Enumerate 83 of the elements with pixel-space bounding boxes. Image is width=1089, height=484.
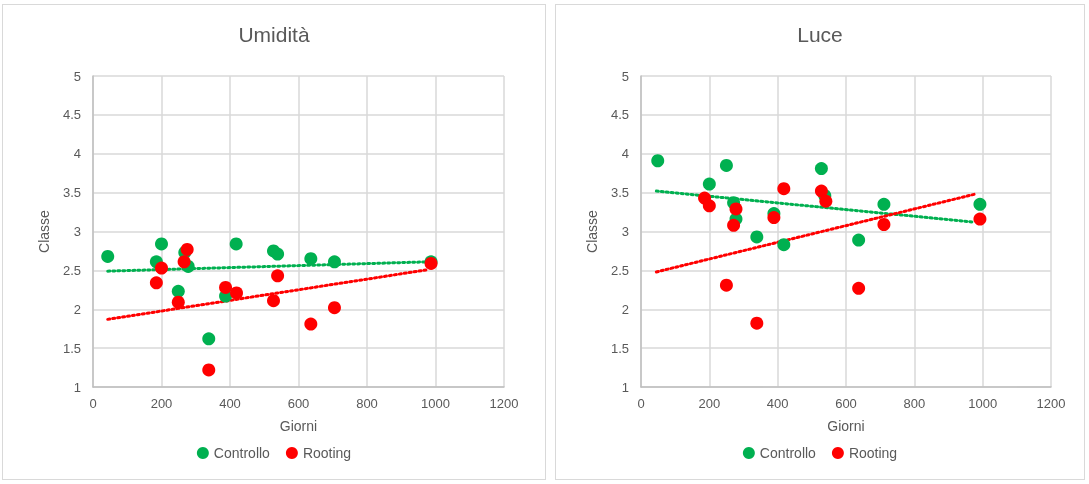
point	[202, 332, 216, 346]
point	[327, 255, 341, 269]
y-tick-label: 1	[73, 379, 81, 395]
legend-label: Rooting	[302, 445, 352, 461]
point	[750, 230, 764, 244]
point	[814, 184, 828, 198]
y-tick-label: 4	[621, 146, 629, 162]
point	[877, 218, 891, 231]
point	[149, 276, 163, 290]
point	[304, 252, 318, 266]
point	[651, 154, 665, 168]
point	[271, 269, 285, 283]
chart-title: Luce	[797, 23, 843, 46]
x-tick-label: 600	[835, 396, 857, 411]
x-tick-label: 400	[219, 396, 241, 411]
point	[155, 237, 168, 251]
x-tick-label: 600	[287, 396, 310, 411]
x-tick-label: 0	[637, 396, 645, 411]
point	[202, 363, 216, 377]
y-tick-label: 3.5	[62, 185, 81, 201]
point	[777, 238, 791, 252]
x-tick-label: 0	[89, 396, 97, 411]
point	[267, 294, 280, 308]
x-tick-label: 800	[356, 396, 378, 411]
point	[702, 177, 716, 191]
point	[180, 242, 194, 256]
y-tick-label: 1.5	[610, 340, 629, 356]
point	[271, 247, 285, 261]
point	[304, 317, 318, 331]
chart-title: Umidità	[238, 23, 310, 46]
y-tick-label: 4.5	[62, 107, 81, 123]
point	[155, 261, 168, 275]
point	[719, 158, 733, 172]
x-tick-label: 200	[698, 396, 721, 411]
point	[852, 281, 866, 295]
point	[819, 194, 833, 208]
point	[852, 233, 866, 247]
x-tick-label: 400	[766, 396, 789, 411]
y-tick-label: 3.5	[610, 185, 629, 201]
point	[171, 295, 185, 309]
legend-label: Rooting	[848, 445, 898, 461]
y-tick-label: 4.5	[610, 107, 629, 123]
point	[777, 182, 791, 196]
x-axis-title: Giorni	[279, 418, 318, 434]
point	[877, 197, 891, 211]
x-tick-label: 1000	[968, 396, 998, 411]
point	[230, 286, 244, 300]
point	[702, 199, 716, 213]
point	[729, 202, 743, 216]
y-axis-title: Classe	[36, 209, 52, 253]
y-tick-label: 2	[73, 301, 81, 317]
x-tick-label: 1200	[489, 396, 519, 411]
point	[171, 284, 185, 298]
point	[719, 278, 733, 292]
point	[327, 301, 341, 315]
point	[767, 211, 781, 224]
y-tick-label: 3	[621, 224, 629, 239]
point	[814, 162, 828, 176]
y-tick-label: 3	[73, 224, 81, 239]
point	[727, 218, 741, 232]
y-tick-label: 5	[73, 68, 81, 84]
x-axis-title: Giorni	[827, 418, 865, 434]
point	[973, 197, 987, 211]
y-tick-label: 5	[621, 68, 629, 84]
point	[219, 280, 233, 294]
x-tick-label: 1200	[1036, 396, 1066, 411]
point	[973, 212, 987, 226]
x-tick-label: 1000	[421, 396, 450, 411]
x-tick-label: 200	[150, 396, 173, 411]
x-tick-label: 800	[903, 396, 926, 411]
y-tick-label: 1	[621, 379, 629, 395]
legend-label: Controllo	[213, 445, 271, 461]
point	[229, 237, 243, 251]
point	[101, 249, 115, 263]
y-axis-title: Classe	[584, 209, 600, 253]
y-tick-label: 1.5	[62, 340, 81, 356]
y-tick-label: 2.5	[62, 262, 81, 278]
y-tick-label: 2	[621, 301, 629, 317]
y-tick-label: 2.5	[610, 262, 629, 278]
point	[177, 255, 191, 269]
legend-label: Controllo	[759, 445, 817, 461]
y-tick-label: 4	[73, 146, 81, 162]
point	[750, 316, 764, 330]
